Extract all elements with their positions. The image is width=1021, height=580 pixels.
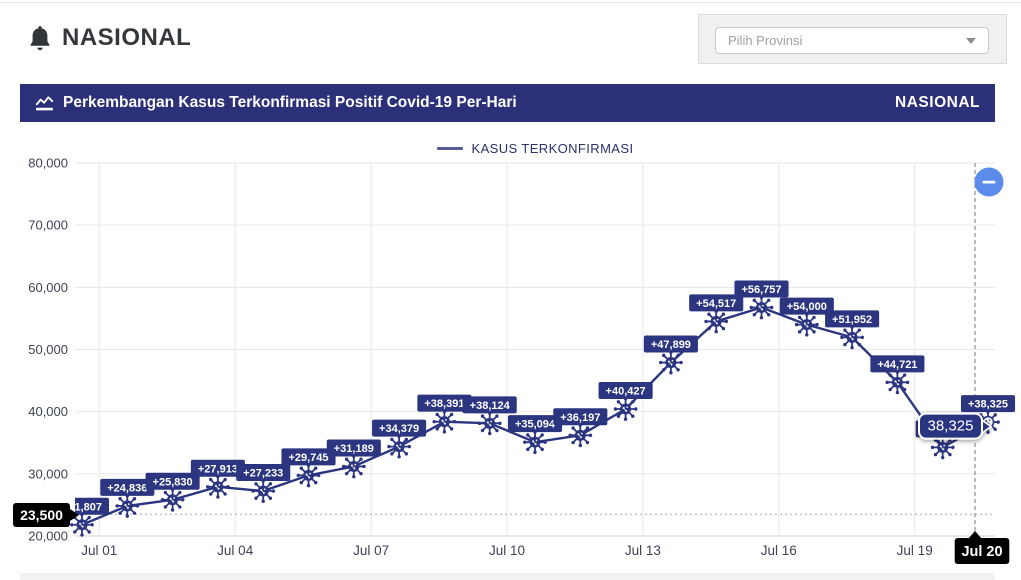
data-point-label: +34,379 [372,419,427,437]
data-point-marker[interactable] [387,434,411,459]
province-select-placeholder: Pilih Provinsi [728,33,803,48]
crosshair-y-label: 23,500 [13,503,79,527]
data-point-marker[interactable] [885,370,910,395]
svg-text:+54,517: +54,517 [696,298,736,310]
banner-title: Perkembangan Kasus Terkonfirmasi Positif… [63,94,517,111]
point-tooltip: 38,325 [918,412,993,440]
minus-icon [982,180,996,184]
data-point-label: +38,124 [462,396,517,414]
y-axis-label: 50,000 [28,342,68,357]
page-title: NASIONAL [62,24,192,51]
data-point-marker[interactable] [341,454,366,479]
svg-text:+27,233: +27,233 [243,468,283,480]
svg-text:+38,124: +38,124 [470,400,511,412]
data-point-marker[interactable] [840,325,864,350]
data-point-label: +21,807 [62,497,110,515]
data-point-label: +38,325 [960,395,1016,413]
top-divider [0,2,1021,3]
svg-text:+34,379: +34,379 [379,423,419,435]
data-point-marker[interactable] [251,479,276,503]
next-section-edge [20,573,995,580]
x-axis-label: Jul 07 [353,543,389,558]
svg-text:+25,830: +25,830 [153,476,193,488]
data-point-label: +40,427 [598,382,653,400]
data-point-label: +56,757 [734,280,789,298]
x-axis-label: Jul 10 [489,543,525,558]
svg-text:+36,197: +36,197 [560,412,600,424]
data-point-marker[interactable] [70,512,94,537]
svg-text:+38,391: +38,391 [424,398,464,410]
data-point-marker[interactable] [296,463,321,488]
svg-text:+31,189: +31,189 [334,443,374,455]
y-axis-label: 40,000 [28,404,68,419]
data-point-label: +44,721 [870,355,925,373]
chevron-down-icon [966,37,976,44]
svg-text:23,500: 23,500 [20,507,63,523]
data-point-label: +24,836 [100,478,155,496]
data-point-marker[interactable] [749,295,774,320]
x-axis-label: Jul 01 [81,543,117,558]
svg-text:+56,757: +56,757 [741,284,781,296]
province-panel: Pilih Provinsi [698,14,1007,64]
chart-line-icon [35,95,54,110]
data-labels: +21,807 +24,836 +25,830 +27,913 +27,233 +29,7… [62,280,1016,515]
y-axis-label: 20,000 [28,529,68,544]
data-point-marker[interactable] [704,309,729,334]
banner-region-label: NASIONAL [895,94,980,111]
bell-icon [30,26,50,51]
legend-line-marker [436,146,463,150]
data-point-label: +51,952 [825,310,880,328]
data-point-label: +25,830 [145,472,200,490]
data-point-marker[interactable] [206,474,230,499]
svg-text:+38,325: +38,325 [968,399,1008,411]
data-point-marker[interactable] [794,312,819,337]
y-axis-label: 30,000 [28,466,68,481]
zoom-out-button[interactable] [974,167,1004,197]
data-point-marker[interactable] [477,411,502,436]
chart-legend[interactable]: KASUS TERKONFIRMASI [75,139,995,157]
legend-label: KASUS TERKONFIRMASI [471,140,634,156]
data-point-marker[interactable] [432,409,457,434]
data-point-label: +35,094 [507,415,563,433]
svg-text:+35,094: +35,094 [515,419,556,431]
x-axis-label: Jul 13 [625,543,661,558]
data-point-label: +38,391 [417,394,472,412]
data-point-marker[interactable] [568,423,593,448]
data-point-marker[interactable] [523,430,547,455]
x-axis-label: Jul 19 [897,543,933,558]
data-point-marker[interactable] [115,494,140,518]
x-axis-label: Jul 04 [217,543,254,558]
y-axis-label: 60,000 [28,280,68,295]
data-point-label: +27,233 [236,464,291,482]
data-point-marker[interactable] [160,487,185,512]
page-header: NASIONAL [28,24,191,52]
chart-banner: Perkembangan Kasus Terkonfirmasi Positif… [20,84,995,122]
svg-text:Jul 20: Jul 20 [961,544,1002,560]
x-axis-label: Jul 16 [761,543,797,558]
svg-text:+29,745: +29,745 [288,452,328,464]
svg-text:+40,427: +40,427 [606,386,646,398]
data-point-label: +29,745 [281,448,336,466]
crosshair-x-label: Jul 20 [954,531,1010,564]
data-point-label: +54,517 [689,294,744,312]
data-point-label: +27,913 [190,459,245,477]
svg-text:38,325: 38,325 [928,418,974,435]
svg-text:+27,913: +27,913 [198,463,238,475]
data-point-label: +31,189 [326,439,381,457]
province-select[interactable]: Pilih Provinsi [715,27,989,54]
svg-text:+44,721: +44,721 [877,359,917,371]
data-point-marker[interactable] [659,350,683,375]
y-axis-label: 70,000 [28,218,68,233]
svg-text:+51,952: +51,952 [832,314,872,326]
svg-text:+54,000: +54,000 [787,301,827,313]
data-point-marker[interactable] [613,397,638,421]
y-axis-label: 80,000 [28,156,68,171]
data-point-label: +54,000 [779,297,834,315]
data-point-label: +36,197 [553,408,608,426]
svg-text:+24,836: +24,836 [107,482,147,494]
svg-text:+47,899: +47,899 [651,339,691,351]
svg-text:+21,807: +21,807 [62,501,102,513]
data-point-label: +47,899 [643,335,698,353]
